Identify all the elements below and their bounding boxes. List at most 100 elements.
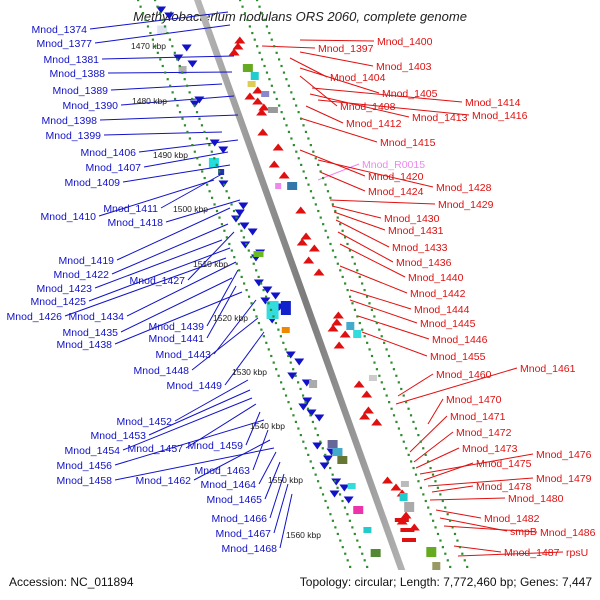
left-gene-label[interactable]: Mnod_1407 xyxy=(86,162,142,174)
gene-labels[interactable]: Mnod_1374 Mnod_1377 Mnod_1381 Mnod_1388 Mnod… xyxy=(7,24,596,559)
right-gene-label[interactable]: Mnod_1473 xyxy=(462,443,518,455)
left-gene-label[interactable]: Mnod_1466 xyxy=(212,513,268,525)
left-gene-label[interactable]: Mnod_1388 xyxy=(50,68,106,80)
ruler-dot xyxy=(260,282,263,285)
ruler-dot xyxy=(186,130,189,134)
left-gene-label[interactable]: Mnod_1409 xyxy=(65,177,121,189)
right-gene-label[interactable]: Mnod_1429 xyxy=(438,199,494,211)
forward-gene-arrow xyxy=(314,414,325,422)
left-gene-label[interactable]: Mnod_1468 xyxy=(222,543,278,555)
left-gene-label[interactable]: Mnod_1449 xyxy=(167,380,223,392)
left-gene-label[interactable]: Mnod_1454 xyxy=(65,445,121,457)
left-gene-label[interactable]: Mnod_1411 xyxy=(103,203,158,215)
right-gene-label[interactable]: smpB xyxy=(510,526,537,538)
ruler-dot xyxy=(176,104,179,107)
ruler-dot xyxy=(159,58,162,61)
right-gene-label[interactable]: Mnod_1471 xyxy=(450,411,506,423)
right-gene-label[interactable]: Mnod_1420 xyxy=(368,171,424,183)
right-gene-label[interactable]: Mnod_1403 xyxy=(376,61,432,73)
right-gene-label[interactable]: Mnod_1404 xyxy=(330,72,386,84)
left-gene-label[interactable]: Mnod_1448 xyxy=(134,365,190,377)
right-leader-line xyxy=(317,163,360,181)
left-gene-label[interactable]: Mnod_1435 xyxy=(63,327,119,339)
left-gene-label[interactable]: Mnod_1453 xyxy=(91,430,147,442)
ruler-dot xyxy=(243,282,246,285)
right-gene-label[interactable]: Mnod_1480 xyxy=(508,493,564,505)
right-gene-label[interactable]: Mnod_R0015 xyxy=(362,159,425,171)
right-gene-label[interactable]: Mnod_1470 xyxy=(446,394,502,406)
right-gene-label[interactable]: Mnod_1460 xyxy=(436,369,492,381)
right-gene-label[interactable]: Mnod_1487 xyxy=(504,547,560,559)
right-gene-label[interactable]: Mnod_1433 xyxy=(392,242,448,254)
left-gene-label[interactable]: Mnod_1422 xyxy=(54,269,110,281)
left-gene-label[interactable]: Mnod_1418 xyxy=(108,217,164,229)
right-gene-label[interactable]: Mnod_1444 xyxy=(414,304,470,316)
right-gene-label[interactable]: Mnod_1430 xyxy=(384,213,440,225)
left-gene-label[interactable]: Mnod_1381 xyxy=(44,54,100,66)
left-gene-label[interactable]: Mnod_1464 xyxy=(201,479,257,491)
left-gene-label[interactable]: Mnod_1438 xyxy=(57,339,113,351)
left-gene-label[interactable]: Mnod_1389 xyxy=(53,85,109,97)
left-gene-label[interactable]: Mnod_1441 xyxy=(149,333,205,345)
left-gene-label[interactable]: Mnod_1374 xyxy=(32,24,88,36)
forward-gene-arrow xyxy=(343,496,354,504)
left-gene-label[interactable]: Mnod_1463 xyxy=(195,465,251,477)
left-gene-label[interactable]: Mnod_1452 xyxy=(117,416,173,428)
right-gene-label[interactable]: Mnod_1482 xyxy=(484,513,540,525)
left-gene-label[interactable]: Mnod_1398 xyxy=(42,115,98,127)
left-gene-label[interactable]: Mnod_1419 xyxy=(59,255,115,267)
right-gene-label[interactable]: Mnod_1431 xyxy=(388,225,444,237)
right-gene-label[interactable]: Mnod_1413 xyxy=(412,112,468,124)
right-gene-label[interactable]: Mnod_1472 xyxy=(456,427,512,439)
ruler-dot xyxy=(206,183,209,186)
ruler-dot xyxy=(317,209,320,213)
left-gene-label[interactable]: Mnod_1427 xyxy=(130,275,186,287)
left-gene-label[interactable]: Mnod_1457 xyxy=(128,443,184,455)
left-gene-label[interactable]: Mnod_1465 xyxy=(207,494,263,506)
right-gene-label[interactable]: Mnod_1442 xyxy=(410,288,466,300)
right-gene-label[interactable]: Mnod_1428 xyxy=(436,182,492,194)
left-gene-label[interactable]: Mnod_1462 xyxy=(136,475,192,487)
left-gene-label[interactable]: Mnod_1443 xyxy=(156,349,212,361)
left-gene-label[interactable]: Mnod_1459 xyxy=(188,440,244,452)
right-gene-label[interactable]: Mnod_1478 xyxy=(476,481,532,493)
left-gene-label[interactable]: Mnod_1467 xyxy=(216,528,272,540)
ruler-dot xyxy=(307,183,310,186)
right-gene-label[interactable]: Mnod_1440 xyxy=(408,272,464,284)
ruler-dot xyxy=(163,25,167,28)
right-gene-label[interactable]: Mnod_1486 xyxy=(540,527,596,539)
right-gene-label[interactable]: Mnod_1475 xyxy=(476,458,532,470)
right-gene-label[interactable]: Mnod_1415 xyxy=(380,137,436,149)
ruler-dot xyxy=(368,302,371,305)
right-gene-label[interactable]: Mnod_1400 xyxy=(377,36,433,48)
right-gene-label[interactable]: Mnod_1476 xyxy=(536,449,592,461)
right-gene-label[interactable]: Mnod_1414 xyxy=(465,97,521,109)
ruler-dot xyxy=(380,381,383,384)
right-gene-label[interactable]: Mnod_1424 xyxy=(368,186,424,198)
left-gene-label[interactable]: Mnod_1426 xyxy=(7,311,63,323)
reverse-gene-arrow xyxy=(339,330,351,338)
right-gene-label[interactable]: Mnod_1445 xyxy=(420,318,476,330)
left-gene-label[interactable]: Mnod_1456 xyxy=(57,460,113,472)
right-gene-label[interactable]: Mnod_1416 xyxy=(472,110,528,122)
left-gene-label[interactable]: Mnod_1458 xyxy=(57,475,113,487)
right-gene-label[interactable]: Mnod_1408 xyxy=(340,101,396,113)
right-gene-label[interactable]: rpsU xyxy=(566,547,588,559)
right-gene-label[interactable]: Mnod_1446 xyxy=(432,334,488,346)
left-gene-label[interactable]: Mnod_1377 xyxy=(37,38,93,50)
left-gene-label[interactable]: Mnod_1399 xyxy=(46,130,102,142)
right-gene-label[interactable]: Mnod_1397 xyxy=(318,43,374,55)
left-gene-label[interactable]: Mnod_1434 xyxy=(69,311,125,323)
left-gene-label[interactable]: Mnod_1406 xyxy=(81,147,137,159)
right-gene-label[interactable]: Mnod_1405 xyxy=(382,88,438,100)
left-gene-label[interactable]: Mnod_1423 xyxy=(37,283,93,295)
right-gene-label[interactable]: Mnod_1455 xyxy=(430,351,486,363)
left-gene-label[interactable]: Mnod_1410 xyxy=(41,211,97,223)
right-gene-label[interactable]: Mnod_1461 xyxy=(520,363,576,375)
left-gene-label[interactable]: Mnod_1390 xyxy=(63,100,119,112)
right-gene-label[interactable]: Mnod_1479 xyxy=(536,473,592,485)
left-gene-label[interactable]: Mnod_1425 xyxy=(31,296,87,308)
right-gene-label[interactable]: Mnod_1436 xyxy=(396,257,452,269)
right-gene-label[interactable]: Mnod_1412 xyxy=(346,118,402,130)
left-gene-label[interactable]: Mnod_1439 xyxy=(149,321,205,333)
